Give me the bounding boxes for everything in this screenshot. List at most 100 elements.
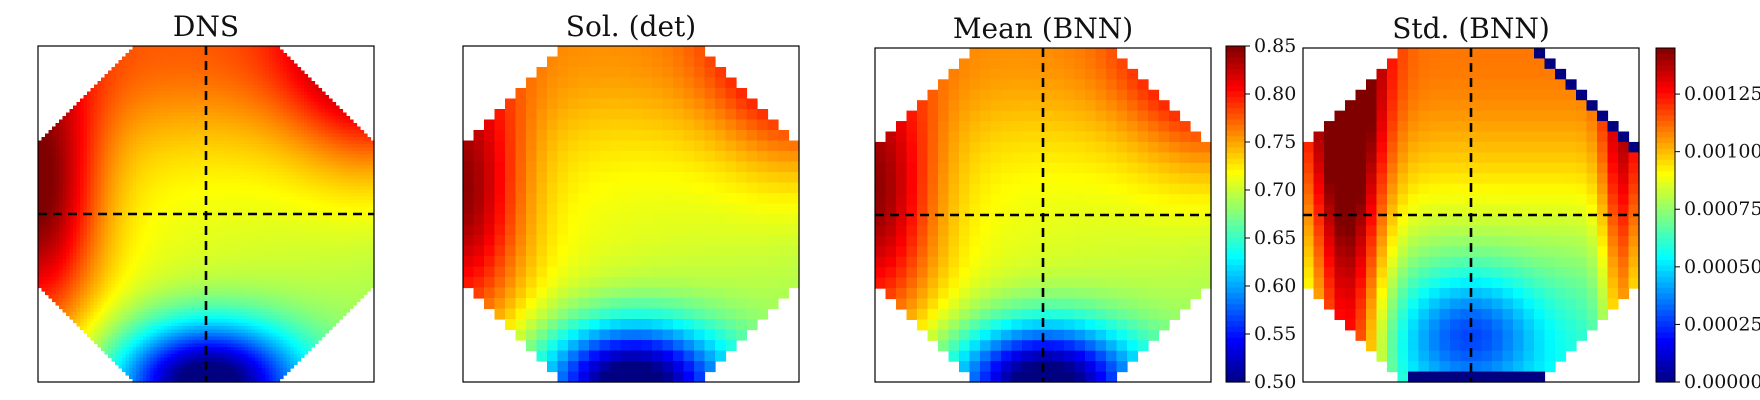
heat-cell: [174, 88, 179, 93]
heat-cell: [129, 189, 134, 194]
heat-cell: [283, 119, 288, 124]
heat-cell: [241, 123, 246, 128]
heat-cell: [157, 200, 162, 205]
heat-cell: [206, 189, 211, 194]
heat-cell: [160, 245, 165, 250]
heat-cell: [143, 217, 148, 222]
heat-cell: [164, 221, 169, 226]
heat-cell: [318, 137, 323, 142]
heat-cell: [241, 49, 246, 54]
heat-cell: [223, 98, 228, 103]
heat-cell: [125, 207, 130, 212]
heat-cell: [66, 130, 71, 135]
heat-cell: [185, 165, 190, 170]
heat-cell: [87, 224, 92, 229]
heat-cell: [230, 70, 235, 75]
heat-cell: [94, 151, 99, 156]
heat-cell: [251, 140, 256, 145]
heat-cell: [346, 210, 351, 215]
heat-cell: [314, 102, 319, 107]
heat-cell: [164, 102, 169, 107]
heat-cell: [132, 210, 137, 215]
heat-cell: [150, 116, 155, 121]
heat-cell: [244, 214, 249, 219]
heat-cell: [213, 228, 218, 233]
heat-cell: [272, 46, 277, 51]
heat-cell: [237, 112, 242, 117]
heat-cell: [118, 235, 123, 240]
heat-cell: [62, 242, 67, 247]
heat-cell: [206, 144, 211, 149]
heat-cell: [265, 109, 270, 114]
heat-cell: [45, 186, 50, 191]
heat-cell: [136, 175, 141, 180]
heat-cell: [272, 116, 277, 121]
heat-cell: [45, 252, 50, 257]
heat-cell: [202, 49, 207, 54]
heat-cell: [69, 217, 74, 222]
heat-cell: [332, 161, 337, 166]
heat-cell: [318, 221, 323, 226]
heat-cell: [290, 193, 295, 198]
heat-cell: [293, 252, 298, 257]
heat-cell: [279, 98, 284, 103]
heat-cell: [258, 189, 263, 194]
heat-cell: [258, 46, 263, 51]
heat-cell: [276, 130, 281, 135]
heat-cell: [164, 214, 169, 219]
heat-cell: [202, 168, 207, 173]
heat-cell: [52, 224, 57, 229]
heat-cell: [206, 70, 211, 75]
heat-cell: [111, 221, 116, 226]
heat-cell: [94, 238, 99, 243]
heat-cell: [38, 158, 43, 163]
heat-cell: [62, 207, 67, 212]
heat-cell: [286, 133, 291, 138]
heat-cell: [227, 207, 232, 212]
heat-cell: [227, 46, 232, 51]
heat-cell: [300, 98, 305, 103]
heat-cell: [216, 144, 221, 149]
heat-cell: [304, 203, 309, 208]
heat-cell: [272, 88, 277, 93]
heat-cell: [262, 231, 267, 236]
heat-cell: [314, 175, 319, 180]
heat-cell: [41, 154, 46, 159]
heat-cell: [108, 238, 113, 243]
heat-cell: [206, 228, 211, 233]
heat-cell: [101, 249, 106, 254]
heat-cell: [230, 53, 235, 58]
heat-cell: [76, 137, 81, 142]
heat-cell: [83, 133, 88, 138]
heat-cell: [244, 235, 249, 240]
heat-cell: [125, 228, 130, 233]
heat-cell: [265, 95, 270, 100]
heat-cell: [139, 210, 144, 215]
heat-cell: [251, 49, 256, 54]
heat-cell: [360, 224, 365, 229]
heat-cell: [192, 102, 197, 107]
heat-cell: [234, 81, 239, 86]
heat-cell: [90, 231, 95, 236]
heat-cell: [76, 200, 81, 205]
heat-cell: [356, 228, 361, 233]
heat-cell: [73, 109, 78, 114]
heat-cell: [66, 133, 71, 138]
heat-cell: [272, 228, 277, 233]
heat-cell: [342, 179, 347, 184]
heat-cell: [90, 147, 95, 152]
heat-cell: [370, 196, 375, 201]
heat-cell: [272, 165, 277, 170]
heat-cell: [300, 81, 305, 86]
heat-cell: [213, 231, 218, 236]
heat-cell: [73, 238, 78, 243]
heat-cell: [265, 119, 270, 124]
heat-cell: [73, 245, 78, 250]
heat-cell: [241, 235, 246, 240]
heat-cell: [115, 105, 120, 110]
heat-cell: [300, 210, 305, 215]
heat-cell: [108, 91, 113, 96]
heat-cell: [251, 179, 256, 184]
heat-cell: [265, 235, 270, 240]
heat-cell: [192, 133, 197, 138]
